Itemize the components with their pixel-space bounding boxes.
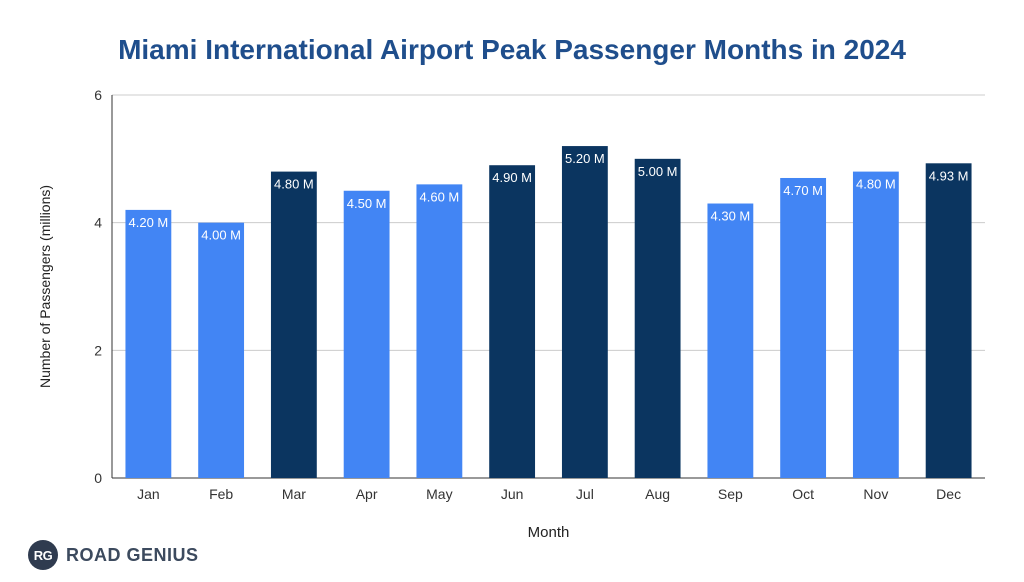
bar-data-label: 4.50 M [347,196,387,211]
bar-data-label: 4.00 M [201,228,241,243]
bar [561,146,608,479]
x-tick-label: Sep [718,486,743,502]
x-tick-label: Aug [645,486,670,502]
bar-data-label: 4.20 M [129,215,169,230]
x-tick-label: Mar [282,486,306,502]
y-tick-label: 2 [94,342,102,358]
bar-data-label: 4.80 M [856,177,896,192]
x-tick-label: Oct [792,486,814,502]
x-tick-label: Jan [137,486,160,502]
bar [416,184,463,478]
bar [489,165,536,478]
x-tick-label: Feb [209,486,233,502]
y-tick-label: 4 [94,215,102,231]
x-tick-label: Dec [936,486,961,502]
bar-data-label: 4.93 M [929,168,969,183]
bar-data-label: 5.20 M [565,151,605,166]
bar [198,222,245,478]
x-tick-label: Jun [501,486,524,502]
bar [343,190,390,478]
bar-data-label: 4.80 M [274,177,314,192]
bar-data-label: 4.60 M [420,189,460,204]
bar-data-label: 4.90 M [492,170,532,185]
bar [634,158,681,479]
x-tick-label: May [426,486,452,502]
bar [780,177,827,478]
bar-data-label: 5.00 M [638,164,678,179]
road-genius-logo: RG ROAD GENIUS [28,540,199,570]
y-tick-label: 0 [94,470,102,486]
x-axis-title: Month [528,524,570,541]
x-tick-label: Apr [356,486,378,502]
logo-badge: RG [28,540,58,570]
logo-text: ROAD GENIUS [66,544,199,565]
y-tick-label: 6 [94,87,102,103]
x-tick-label: Nov [863,486,888,502]
bar [270,171,317,478]
bar-data-label: 4.70 M [783,183,823,198]
bar [852,171,899,478]
bar [925,163,972,478]
x-tick-label: Jul [576,486,594,502]
bar [707,203,754,478]
chart-title: Miami International Airport Peak Passeng… [118,34,906,65]
y-axis-title: Number of Passengers (millions) [37,185,53,388]
bar [125,209,172,478]
bar-data-label: 4.30 M [711,209,751,224]
